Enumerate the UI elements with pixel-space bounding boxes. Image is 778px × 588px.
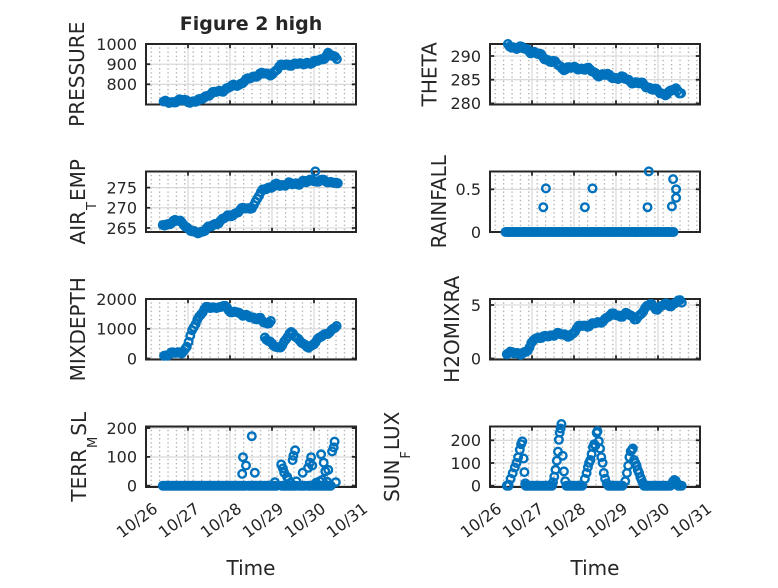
svg-text:800: 800 <box>106 75 137 94</box>
svg-text:200: 200 <box>450 431 481 450</box>
svg-text:1000: 1000 <box>96 35 137 54</box>
svg-text:1000: 1000 <box>96 320 137 339</box>
svg-text:200: 200 <box>106 419 137 438</box>
svg-text:Time: Time <box>226 556 276 580</box>
svg-text:0: 0 <box>127 349 137 368</box>
svg-text:280: 280 <box>450 94 481 113</box>
svg-text:0: 0 <box>471 477 481 496</box>
svg-text:270: 270 <box>106 199 137 218</box>
svg-text:5: 5 <box>471 296 481 315</box>
svg-text:2000: 2000 <box>96 290 137 309</box>
svg-text:285: 285 <box>450 71 481 90</box>
svg-text:0: 0 <box>127 477 137 496</box>
svg-text:900: 900 <box>106 55 137 74</box>
svg-text:Figure 2 high: Figure 2 high <box>180 13 323 35</box>
svg-text:100: 100 <box>450 454 481 473</box>
svg-text:0: 0 <box>471 223 481 242</box>
svg-text:SUNFLUX: SUNFLUX <box>380 411 414 502</box>
svg-text:PRESSURE: PRESSURE <box>65 22 89 127</box>
svg-text:0.5: 0.5 <box>456 180 481 199</box>
svg-text:Time: Time <box>570 556 620 580</box>
svg-text:THETA: THETA <box>418 42 442 108</box>
svg-text:265: 265 <box>106 219 137 238</box>
svg-text:AIRTEMP: AIRTEMP <box>66 159 100 244</box>
svg-text:100: 100 <box>106 448 137 467</box>
svg-text:H2OMIXRA: H2OMIXRA <box>440 275 464 382</box>
svg-text:TERRMSL: TERRMSL <box>67 411 101 503</box>
svg-text:RAINFALL: RAINFALL <box>427 154 451 248</box>
svg-text:275: 275 <box>106 178 137 197</box>
svg-text:290: 290 <box>450 47 481 66</box>
svg-text:MIXDEPTH: MIXDEPTH <box>66 277 90 381</box>
svg-text:0: 0 <box>471 349 481 368</box>
